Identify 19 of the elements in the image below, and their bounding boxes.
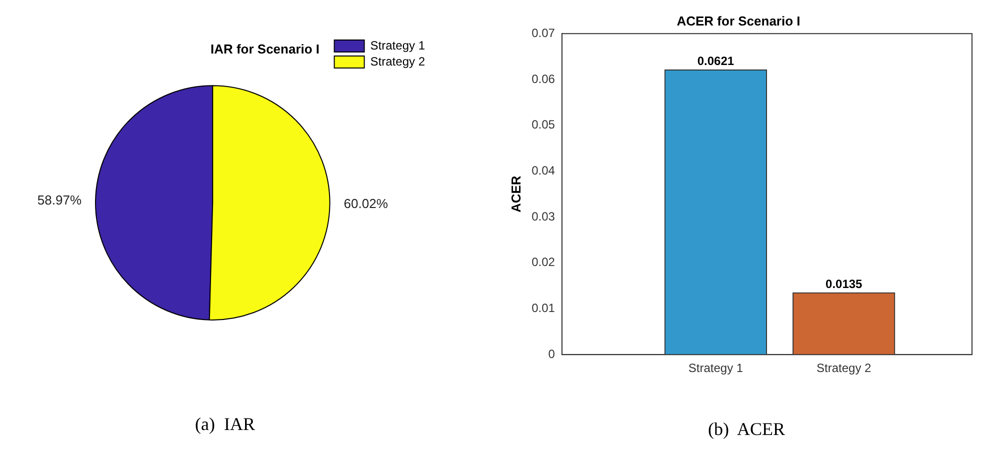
- y-tick-label: 0.04: [532, 163, 556, 178]
- chart-title: ACER for Scenario I: [676, 13, 800, 28]
- y-axis-title: ACER: [508, 175, 524, 213]
- data-label: 58.97%: [37, 192, 82, 208]
- legend-label: Strategy 2: [370, 54, 426, 68]
- y-tick-label: 0.05: [532, 118, 556, 132]
- data-label: 0.0135: [826, 277, 863, 292]
- chart-title: IAR for Scenario I: [210, 41, 320, 56]
- y-tick-label: 0.06: [532, 72, 556, 86]
- y-tick-label: 0.03: [532, 209, 556, 224]
- data-label: 0.0621: [697, 54, 734, 68]
- text: (a) IAR: [194, 414, 256, 435]
- y-tick-label: 0.07: [532, 26, 556, 40]
- legend-label: Strategy 1: [370, 38, 426, 52]
- y-tick-label: 0.01: [532, 301, 556, 316]
- y-tick-label: 0.02: [532, 255, 556, 270]
- y-tick-label: 0: [548, 346, 556, 361]
- data-label: 60.02%: [344, 196, 388, 212]
- text: (b) ACER: [706, 419, 786, 440]
